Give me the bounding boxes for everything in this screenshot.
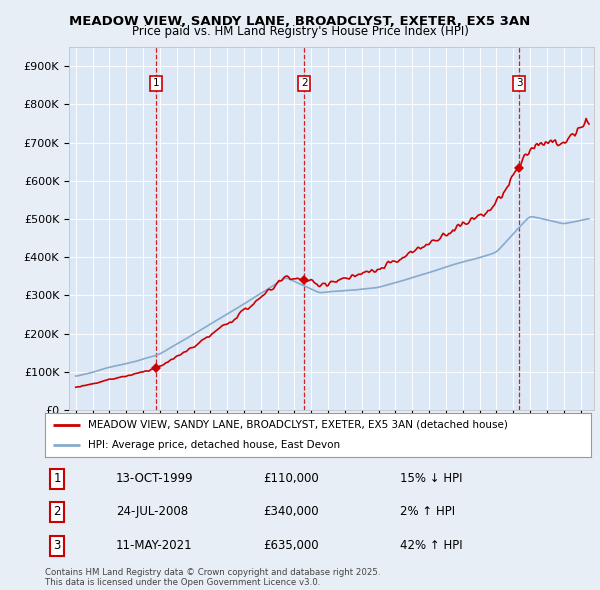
Text: £340,000: £340,000 (263, 505, 319, 519)
Text: HPI: Average price, detached house, East Devon: HPI: Average price, detached house, East… (88, 440, 340, 450)
Text: 11-MAY-2021: 11-MAY-2021 (116, 539, 193, 552)
Text: Price paid vs. HM Land Registry's House Price Index (HPI): Price paid vs. HM Land Registry's House … (131, 25, 469, 38)
Text: 2: 2 (53, 505, 61, 519)
Text: Contains HM Land Registry data © Crown copyright and database right 2025.
This d: Contains HM Land Registry data © Crown c… (45, 568, 380, 587)
Text: £635,000: £635,000 (263, 539, 319, 552)
Text: 42% ↑ HPI: 42% ↑ HPI (400, 539, 463, 552)
Text: 1: 1 (153, 78, 160, 88)
Text: 1: 1 (53, 472, 61, 486)
Text: MEADOW VIEW, SANDY LANE, BROADCLYST, EXETER, EX5 3AN: MEADOW VIEW, SANDY LANE, BROADCLYST, EXE… (70, 15, 530, 28)
Text: 3: 3 (516, 78, 523, 88)
Text: MEADOW VIEW, SANDY LANE, BROADCLYST, EXETER, EX5 3AN (detached house): MEADOW VIEW, SANDY LANE, BROADCLYST, EXE… (88, 420, 508, 430)
Text: 2% ↑ HPI: 2% ↑ HPI (400, 505, 455, 519)
Text: 15% ↓ HPI: 15% ↓ HPI (400, 472, 463, 486)
Text: 2: 2 (301, 78, 308, 88)
Text: 13-OCT-1999: 13-OCT-1999 (116, 472, 194, 486)
Text: 3: 3 (53, 539, 61, 552)
Text: 24-JUL-2008: 24-JUL-2008 (116, 505, 188, 519)
Text: £110,000: £110,000 (263, 472, 319, 486)
